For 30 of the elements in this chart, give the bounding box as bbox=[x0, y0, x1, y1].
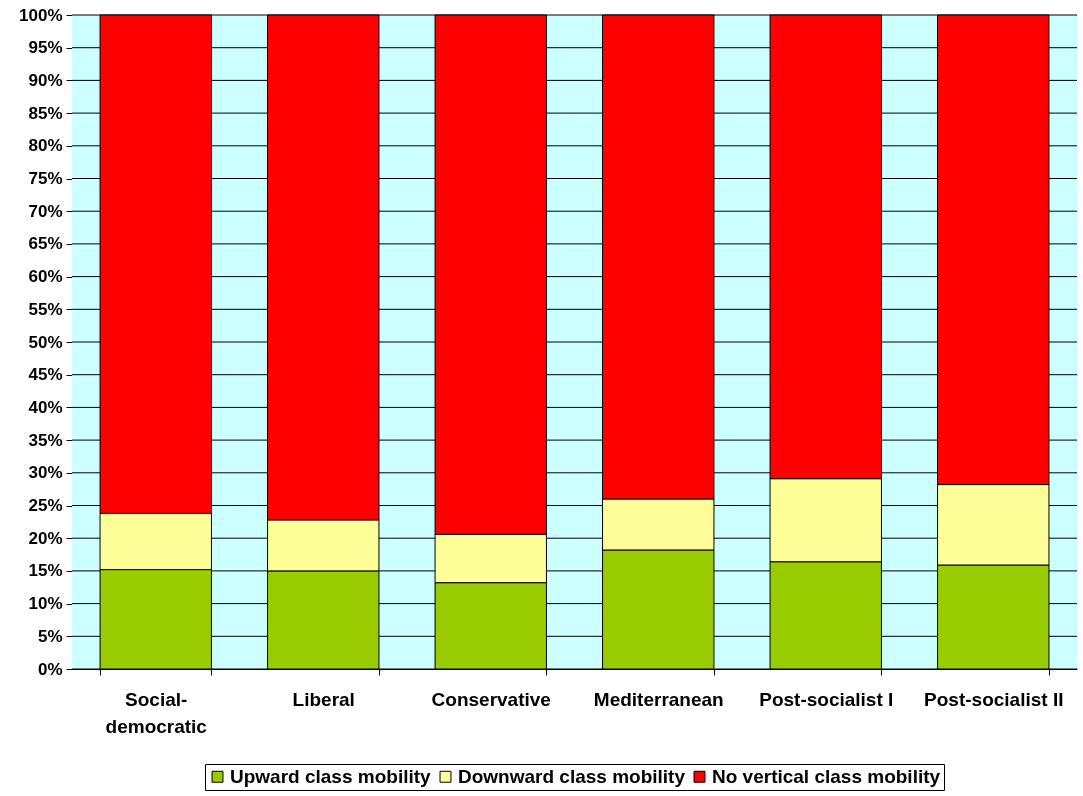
y-tick-label: 55% bbox=[28, 299, 63, 319]
y-tick-label: 40% bbox=[28, 397, 63, 417]
y-tick-label: 20% bbox=[28, 528, 63, 548]
y-tick-label: 45% bbox=[28, 365, 63, 385]
y-tick-label: 100% bbox=[19, 5, 63, 25]
y-tick-label: 90% bbox=[28, 70, 63, 90]
x-tick-label: Post-socialist II bbox=[924, 688, 1064, 710]
x-tick-label: Post-socialist I bbox=[759, 688, 894, 710]
y-tick-label: 15% bbox=[28, 561, 63, 581]
y-tick-label: 85% bbox=[28, 103, 63, 123]
y-tick-label: 80% bbox=[28, 136, 63, 156]
y-tick-label: 25% bbox=[28, 496, 63, 515]
y-tick-label: 60% bbox=[28, 267, 63, 287]
legend-label: No vertical class mobility bbox=[712, 765, 941, 787]
y-tick-label: 70% bbox=[28, 201, 63, 221]
y-tick-label: 50% bbox=[28, 332, 63, 352]
y-tick-label: 0% bbox=[37, 659, 63, 679]
y-tick-label: 95% bbox=[28, 38, 63, 58]
x-tick-label: Mediterranean bbox=[593, 688, 724, 710]
x-tick-label: Liberal bbox=[292, 688, 355, 710]
legend-label: Upward class mobility bbox=[230, 765, 432, 787]
legend-label: Downward class mobility bbox=[458, 765, 686, 787]
y-tick-label: 5% bbox=[37, 626, 63, 646]
y-tick-label: 30% bbox=[28, 463, 63, 483]
x-tick-label: Conservative bbox=[431, 688, 551, 710]
y-tick-label: 65% bbox=[28, 234, 63, 254]
y-tick-label: 35% bbox=[28, 430, 63, 450]
y-tick-label: 10% bbox=[28, 594, 63, 614]
y-tick-label: 75% bbox=[28, 169, 63, 188]
x-tick-label: Social-democratic bbox=[105, 688, 208, 737]
